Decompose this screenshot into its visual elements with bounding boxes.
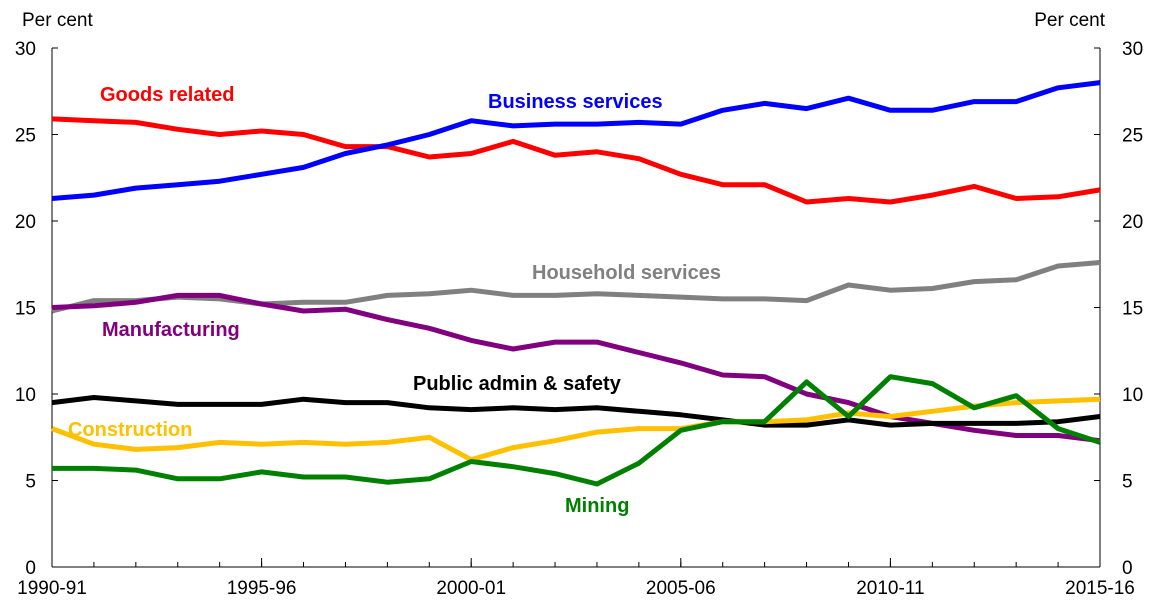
y-tick-label-right: 0 xyxy=(1122,558,1133,579)
series-line-construction xyxy=(51,396,1101,463)
x-tick-label: 2015-16 xyxy=(1065,578,1135,599)
y-tick-label-left: 25 xyxy=(15,126,36,147)
series-line-public-admin-safety xyxy=(51,395,1101,428)
series-label-goods-related: Goods related xyxy=(100,84,234,106)
y-tick-label-right: 25 xyxy=(1122,126,1143,147)
x-tick-label: 2005-06 xyxy=(646,578,716,599)
x-tick-label: 2010-11 xyxy=(856,578,924,599)
x-tick-label: 1990-91 xyxy=(17,578,87,599)
series-line-goods-related xyxy=(51,116,1101,205)
series-line-manufacturing xyxy=(51,292,1101,444)
series-line-business-services xyxy=(51,80,1101,201)
y-tick-label-right: 5 xyxy=(1122,472,1133,493)
y-tick-label-left: 5 xyxy=(25,472,36,493)
left-axis-unit: Per cent xyxy=(22,10,93,31)
series-label-mining: Mining xyxy=(565,495,629,517)
y-tick-label-left: 0 xyxy=(25,558,36,579)
series-lines xyxy=(51,80,1101,487)
y-tick-label-right: 30 xyxy=(1122,39,1143,60)
y-tick-label-right: 20 xyxy=(1122,212,1143,233)
series-line-mining xyxy=(52,374,1101,487)
series-label-public-admin-safety: Public admin & safety xyxy=(413,373,622,395)
y-tick-label-right: 10 xyxy=(1122,385,1143,406)
chart-axes: 0 0 5 5 10 10 15 15 20 20 25 25 30 30 1990-91 1995-96 20… xyxy=(15,39,1143,599)
series-label-business-services: Business services xyxy=(488,91,663,113)
series-label-household-services: Household services xyxy=(532,262,721,284)
y-tick-label-left: 15 xyxy=(15,299,36,320)
right-axis-unit: Per cent xyxy=(1034,10,1105,31)
y-tick-label-left: 30 xyxy=(15,39,36,60)
y-tick-label-left: 20 xyxy=(15,212,36,233)
x-tick-label: 1995-96 xyxy=(227,578,297,599)
x-tick-label: 2000-01 xyxy=(436,578,506,599)
series-label-construction: Construction xyxy=(68,419,192,441)
y-tick-label-left: 10 xyxy=(15,385,36,406)
series-line-household-services xyxy=(51,260,1101,314)
series-label-manufacturing: Manufacturing xyxy=(102,319,240,341)
y-tick-label-right: 15 xyxy=(1122,299,1143,320)
series-labels: Goods related Business services Household … xyxy=(68,84,721,517)
